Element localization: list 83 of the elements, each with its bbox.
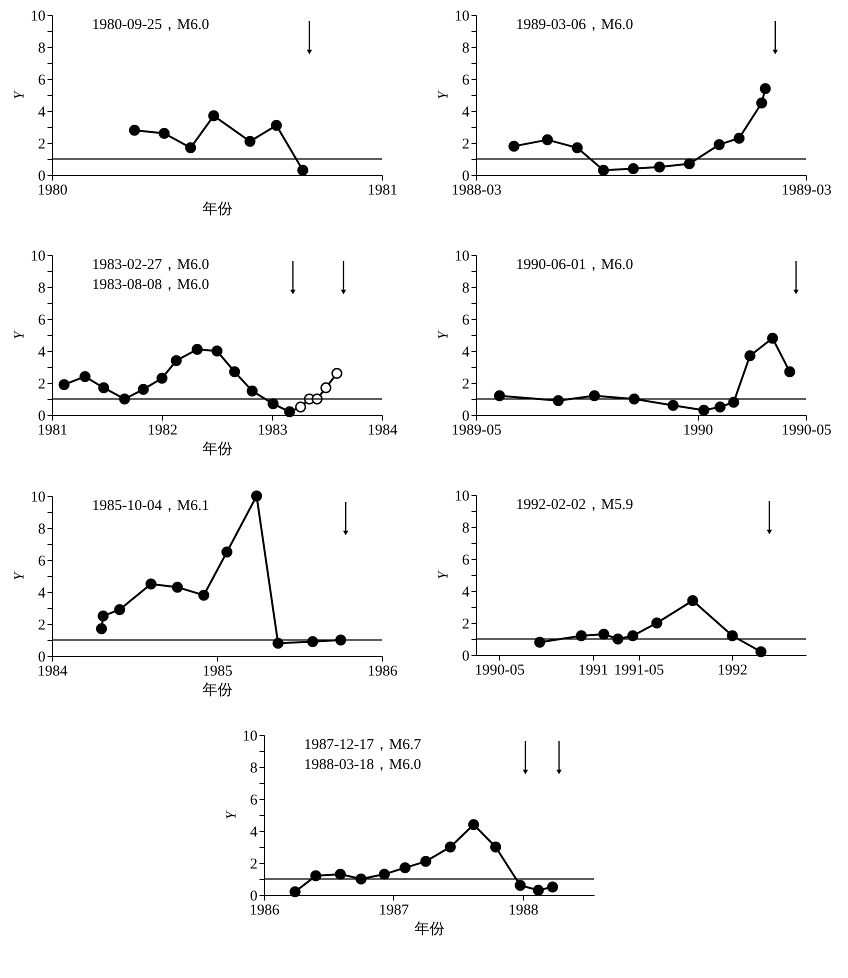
y-tick-label: 10 xyxy=(30,490,46,506)
y-tick-label: 10 xyxy=(30,8,46,24)
x-tick-label: 1988 xyxy=(508,902,538,918)
y-tick-label: 10 xyxy=(454,248,470,264)
y-tick-label: 0 xyxy=(462,648,470,664)
y-tick-label: 8 xyxy=(38,280,46,296)
y-tick-label: 6 xyxy=(462,552,470,568)
y-tick-label: 4 xyxy=(38,104,46,120)
x-tick-label: 1981 xyxy=(38,422,68,438)
annotation: 1989-03-06，M6.0 xyxy=(516,17,634,33)
y-axis-title: Y xyxy=(12,89,28,100)
annotation: 1987-12-17，M6.7 xyxy=(304,737,422,753)
x-tick-label: 1984 xyxy=(38,664,68,680)
y-tick-label: 6 xyxy=(38,72,46,88)
x-tick-label: 1992 xyxy=(717,662,748,678)
y-tick-label: 4 xyxy=(38,344,46,360)
y-tick-label: 0 xyxy=(38,408,46,424)
x-axis-title: 年份 xyxy=(202,200,232,218)
y-axis-title: Y xyxy=(436,329,452,340)
x-tick-label: 1985 xyxy=(202,664,232,680)
x-tick-label: 1984 xyxy=(368,422,398,438)
y-tick-label: 2 xyxy=(250,856,258,872)
x-axis-title: 年份 xyxy=(414,920,444,938)
y-tick-label: 2 xyxy=(462,616,470,632)
y-tick-label: 2 xyxy=(38,618,46,634)
x-axis-title: 年份 xyxy=(202,680,232,698)
annotation: 1990-06-01，M6.0 xyxy=(516,257,634,273)
y-tick-label: 4 xyxy=(38,586,46,602)
y-tick-label: 0 xyxy=(38,650,46,666)
y-axis-title: Y xyxy=(436,569,452,580)
y-tick-label: 6 xyxy=(38,554,46,570)
y-tick-label: 6 xyxy=(250,792,258,808)
x-tick-label: 1987 xyxy=(378,902,410,918)
y-tick-label: 6 xyxy=(38,312,46,328)
y-tick-label: 8 xyxy=(38,522,46,538)
y-tick-label: 0 xyxy=(250,888,258,904)
annotation: 1983-02-27，M6.0 xyxy=(92,257,210,273)
y-tick-label: 2 xyxy=(38,136,46,152)
x-tick-label: 1980 xyxy=(38,182,68,198)
x-tick-label: 1988-03 xyxy=(452,182,502,198)
y-tick-label: 2 xyxy=(38,376,46,392)
x-tick-label: 1981 xyxy=(368,182,398,198)
y-tick-label: 6 xyxy=(462,312,470,328)
x-axis-title: 年份 xyxy=(202,440,232,458)
y-tick-label: 4 xyxy=(462,104,470,120)
y-tick-label: 10 xyxy=(454,8,470,24)
x-tick-label: 1982 xyxy=(148,422,178,438)
annotation: 1988-03-18，M6.0 xyxy=(304,757,422,773)
y-axis-title: Y xyxy=(12,329,28,340)
annotation: 1980-09-25，M6.0 xyxy=(92,17,210,33)
y-axis-title: Y xyxy=(224,809,240,820)
y-tick-label: 6 xyxy=(462,72,470,88)
y-tick-label: 2 xyxy=(462,376,470,392)
y-tick-label: 0 xyxy=(38,168,46,184)
y-axis-title: Y xyxy=(436,89,452,100)
y-tick-label: 8 xyxy=(462,280,470,296)
y-tick-label: 4 xyxy=(250,824,258,840)
y-tick-label: 4 xyxy=(462,344,470,360)
x-tick-label: 1983 xyxy=(258,422,288,438)
y-tick-label: 0 xyxy=(462,168,470,184)
x-tick-label: 1986 xyxy=(250,902,280,918)
y-tick-label: 0 xyxy=(462,408,470,424)
x-tick-label: 1986 xyxy=(368,664,398,680)
y-tick-label: 8 xyxy=(250,760,258,776)
annotation: 1985-10-04，M6.1 xyxy=(92,498,210,514)
x-tick-label: 1989-05 xyxy=(452,422,502,438)
y-tick-label: 10 xyxy=(454,488,470,504)
x-tick-label: 1991-05 xyxy=(614,662,664,678)
annotation: 1992-02-02，M5.9 xyxy=(516,497,634,513)
y-tick-label: 10 xyxy=(30,248,46,264)
x-tick-label: 1989-03 xyxy=(782,182,832,198)
y-axis-title: Y xyxy=(12,570,28,580)
y-tick-label: 8 xyxy=(462,520,470,536)
annotation: 1983-08-08，M6.0 xyxy=(92,277,210,293)
y-tick-label: 10 xyxy=(242,728,258,744)
y-tick-label: 2 xyxy=(462,136,470,152)
y-tick-label: 8 xyxy=(38,40,46,56)
y-tick-label: 4 xyxy=(462,584,470,600)
x-tick-label: 1990-05 xyxy=(782,422,832,438)
y-tick-label: 8 xyxy=(462,40,470,56)
x-tick-label: 1991 xyxy=(578,662,608,678)
x-tick-label: 1990-05 xyxy=(474,662,525,678)
x-tick-label: 1990 xyxy=(683,422,714,438)
